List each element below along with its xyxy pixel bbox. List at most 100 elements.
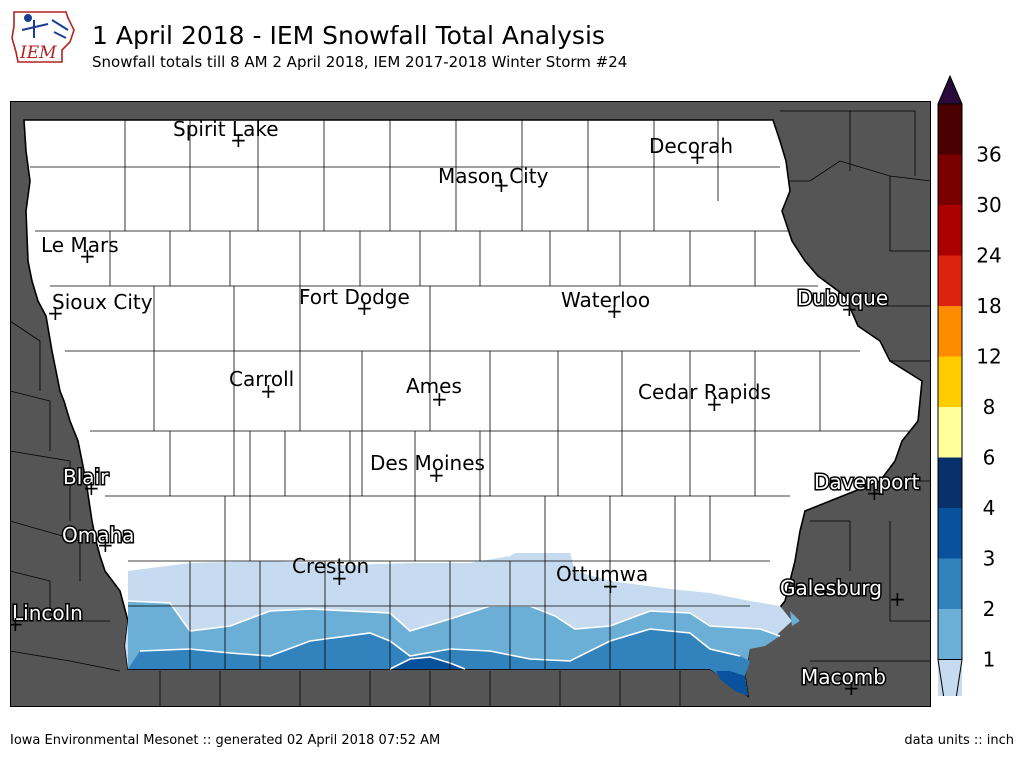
city-label: Decorah — [649, 134, 733, 158]
city-marker-icon: + — [843, 676, 860, 700]
city-marker-icon: + — [866, 481, 883, 505]
colorbar-extension-bottom — [937, 659, 963, 696]
city-labels: Spirit Lake + Decorah + Mason City + Le … — [10, 117, 922, 701]
colorbar-tick-label: 12 — [976, 345, 1001, 369]
colorbar: 0.011234681218243036 — [937, 74, 1002, 696]
colorbar-tick-label: 2 — [983, 597, 996, 621]
city-marker-icon: + — [889, 587, 906, 611]
city-label: Cedar Rapids — [638, 380, 771, 404]
colorbar-labels: 0.011234681218243036 — [976, 143, 1001, 672]
city-marker-icon: + — [79, 244, 96, 268]
city-ames: Ames + — [406, 374, 462, 411]
colorbar-segment — [938, 659, 962, 696]
city-decorah: Decorah + — [649, 134, 733, 169]
colorbar-tick-label: 4 — [983, 496, 996, 520]
city-marker-icon: + — [706, 392, 723, 416]
colorbar-segment — [938, 609, 962, 660]
city-galesburg: Galesburg + — [779, 575, 906, 612]
city-fort-dodge: Fort Dodge + — [299, 285, 410, 320]
city-carroll: Carroll + — [229, 367, 294, 403]
city-label: Macomb — [801, 665, 886, 689]
city-marker-icon: + — [689, 145, 706, 169]
colorbar-segment — [938, 306, 962, 357]
map-frame — [10, 101, 931, 707]
city-marker-icon: + — [841, 297, 858, 321]
city-label: Omaha — [62, 523, 134, 547]
city-dubuque: Dubuque + — [796, 285, 890, 322]
city-label: Carroll — [229, 367, 294, 391]
colorbar-segment — [938, 558, 962, 609]
city-label: Creston — [292, 554, 369, 578]
city-lincoln: Lincoln + — [10, 600, 84, 637]
colorbar-segment — [938, 508, 962, 559]
city-label: Le Mars — [41, 233, 119, 257]
city-cedar-rapids: Cedar Rapids + — [638, 380, 771, 416]
page-title: 1 April 2018 - IEM Snowfall Total Analys… — [92, 21, 605, 50]
colorbar-tick-label: 6 — [983, 446, 996, 470]
city-blair: Blair + — [62, 464, 111, 501]
city-davenport: Davenport + — [813, 469, 922, 506]
city-marker-icon: + — [493, 173, 510, 197]
snowfall-map: Spirit Lake + Decorah + Mason City + Le … — [10, 101, 931, 707]
city-label: Davenport — [814, 470, 920, 494]
page-subtitle: Snowfall totals till 8 AM 2 April 2018, … — [92, 53, 628, 71]
iem-logo: IEM — [11, 11, 75, 63]
city-ottumwa: Ottumwa + — [556, 562, 648, 598]
colorbar-segment — [938, 255, 962, 306]
city-marker-icon: + — [331, 566, 348, 590]
city-des-moines: Des Moines + — [370, 451, 485, 487]
colorbar-segments — [937, 74, 963, 696]
iowa-outline-logo-icon — [11, 11, 75, 63]
colorbar-tick-label: 36 — [976, 143, 1001, 167]
city-marker-icon: + — [431, 387, 448, 411]
colorbar-tick-label: 3 — [983, 547, 996, 571]
city-label: Fort Dodge — [299, 285, 410, 309]
city-spirit-lake: Spirit Lake + — [173, 117, 279, 152]
colorbar-tick-label: 8 — [983, 395, 996, 419]
city-le-mars: Le Mars + — [41, 233, 119, 268]
logo-text: IEM — [19, 43, 57, 63]
colorbar-tick-label: 18 — [976, 294, 1001, 318]
colorbar-segment — [938, 154, 962, 205]
colorbar-extension-top — [937, 74, 963, 105]
colorbar-segment — [938, 457, 962, 508]
city-marker-icon: + — [97, 533, 114, 557]
city-label: Dubuque — [797, 286, 888, 310]
city-omaha: Omaha + — [61, 522, 136, 558]
city-marker-icon: + — [606, 299, 623, 323]
city-marker-icon: + — [47, 301, 64, 325]
colorbar-tick-label: 1 — [983, 648, 996, 672]
city-marker-icon: + — [230, 128, 247, 152]
footer-credit: Iowa Environmental Mesonet :: generated … — [10, 733, 441, 748]
city-sioux-city: Sioux City + — [47, 290, 153, 325]
colorbar-segment — [938, 356, 962, 407]
city-label: Lincoln — [12, 601, 83, 625]
snowfall-contours — [125, 553, 800, 696]
city-marker-icon: + — [356, 296, 373, 320]
city-label: Mason City — [438, 164, 549, 188]
colorbar-segment — [938, 104, 962, 155]
city-label: Galesburg — [780, 576, 882, 600]
city-marker-icon: + — [602, 574, 619, 598]
city-marker-icon: + — [83, 476, 100, 500]
contour-3-se — [716, 671, 748, 696]
iowa-county-lines — [30, 120, 910, 669]
city-label: Spirit Lake — [173, 117, 279, 141]
city-label: Ames — [406, 374, 462, 398]
colorbar-segment — [938, 205, 962, 256]
city-creston: Creston + — [292, 554, 369, 590]
city-marker-icon: + — [10, 612, 24, 636]
colorbar-outline — [937, 103, 963, 660]
colorbar-tick-label: 24 — [976, 244, 1001, 268]
city-macomb: Macomb + — [800, 664, 888, 701]
city-label: Des Moines — [370, 451, 485, 475]
contour-1-east — [790, 611, 800, 626]
city-label: Blair — [63, 465, 109, 489]
city-marker-icon: + — [428, 463, 445, 487]
colorbar-tick-label: 30 — [976, 193, 1001, 217]
weather-symbols-icon — [21, 14, 69, 39]
city-label: Ottumwa — [556, 562, 648, 586]
city-label: Waterloo — [561, 288, 650, 312]
city-mason-city: Mason City + — [438, 164, 549, 197]
city-marker-icon: + — [260, 379, 277, 403]
